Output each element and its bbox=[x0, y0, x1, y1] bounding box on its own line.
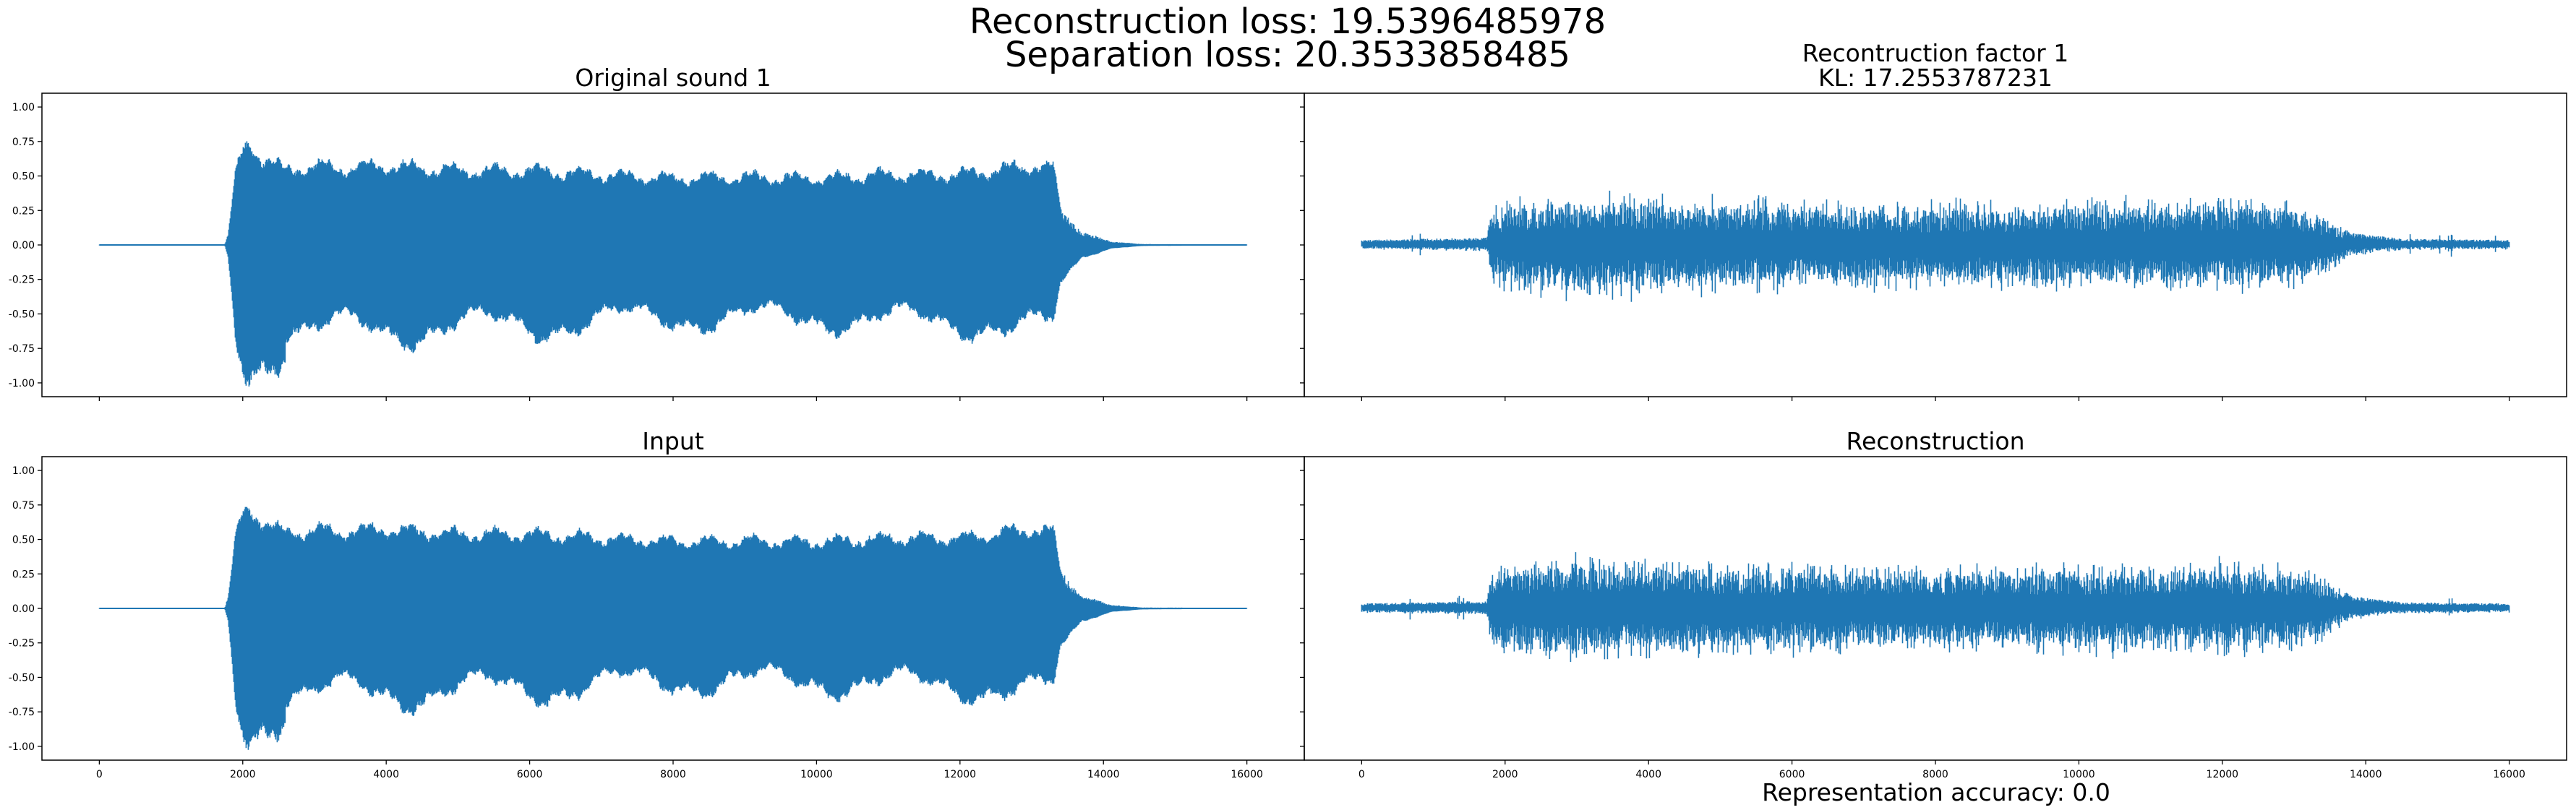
input-ytick-label: 0.75 bbox=[12, 500, 35, 512]
original-ytick-label: -0.50 bbox=[9, 309, 35, 320]
reconstruction-xtick-label: 10000 bbox=[2063, 769, 2095, 780]
original-ytick-label: -1.00 bbox=[9, 378, 35, 389]
original-title-line-1: Original sound 1 bbox=[575, 64, 771, 92]
input-ytick-label: -0.75 bbox=[9, 707, 35, 718]
axes-reconstruction: Reconstruction 0 2000 4000 6000 8000 10000 1200… bbox=[1300, 427, 2567, 780]
input-ytick-label: 1.00 bbox=[12, 465, 35, 477]
input-ytick-label: 0.50 bbox=[12, 535, 35, 546]
reconstruction-xtick-label: 16000 bbox=[2493, 769, 2525, 780]
representation-accuracy-label: Representation accuracy: 0.0 bbox=[1762, 778, 2110, 806]
reconstruction-title-line-1: Reconstruction bbox=[1847, 427, 2025, 455]
recon_factor-title-line-1: Recontruction factor 1 bbox=[1802, 39, 2068, 67]
input-xtick-label: 0 bbox=[96, 769, 103, 780]
original-ytick-label: 0.00 bbox=[12, 240, 35, 251]
axes-original-sound: Original sound 1 -1.00 -0.75 -0.50 -0.25 0.00… bbox=[9, 64, 1305, 401]
input-ytick-label: 0.00 bbox=[12, 603, 35, 615]
reconstruction-xtick-label: 0 bbox=[1358, 769, 1365, 780]
suptitle-separation-loss: Separation loss: 20.3533858485 bbox=[1005, 35, 1570, 75]
reconstruction-xtick-label: 2000 bbox=[1492, 769, 1518, 780]
input-xtick-label: 16000 bbox=[1231, 769, 1263, 780]
reconstruction-xtick-label: 14000 bbox=[2350, 769, 2382, 780]
reconstruction-xtick-label: 6000 bbox=[1779, 769, 1805, 780]
reconstruction-xtick-label: 12000 bbox=[2207, 769, 2239, 780]
recon_factor-waveform-line bbox=[1361, 190, 2510, 302]
input-ytick-label: -0.25 bbox=[9, 638, 35, 650]
suptitle-reconstruction-loss: Reconstruction loss: 19.5396485978 bbox=[970, 1, 1606, 42]
recon_factor-title-line-2: KL: 17.2553787231 bbox=[1818, 64, 2053, 92]
original-ytick-label: 0.25 bbox=[12, 205, 35, 217]
original-ytick-label: 0.75 bbox=[12, 137, 35, 148]
input-xtick-label: 6000 bbox=[517, 769, 543, 780]
input-xtick-label: 8000 bbox=[660, 769, 686, 780]
input-xtick-label: 10000 bbox=[800, 769, 833, 780]
original-ytick-label: 0.50 bbox=[12, 171, 35, 183]
input-title-line-1: Input bbox=[642, 427, 704, 455]
input-xtick-label: 14000 bbox=[1087, 769, 1120, 780]
original-ytick-label: 1.00 bbox=[12, 102, 35, 113]
input-xtick-label: 12000 bbox=[944, 769, 977, 780]
original-ytick-label: -0.25 bbox=[9, 275, 35, 286]
input-xtick-label: 4000 bbox=[373, 769, 399, 780]
input-ytick-label: -0.50 bbox=[9, 672, 35, 684]
input-ytick-label: -1.00 bbox=[9, 741, 35, 753]
axes-reconstruction-factor: Recontruction factor 1KL: 17.2553787231 bbox=[1300, 39, 2567, 401]
reconstruction-xtick-label: 4000 bbox=[1635, 769, 1661, 780]
input-xtick-label: 2000 bbox=[230, 769, 256, 780]
input-ytick-label: 0.25 bbox=[12, 569, 35, 580]
original-ytick-label: -0.75 bbox=[9, 343, 35, 355]
reconstruction-xtick-label: 8000 bbox=[1922, 769, 1948, 780]
